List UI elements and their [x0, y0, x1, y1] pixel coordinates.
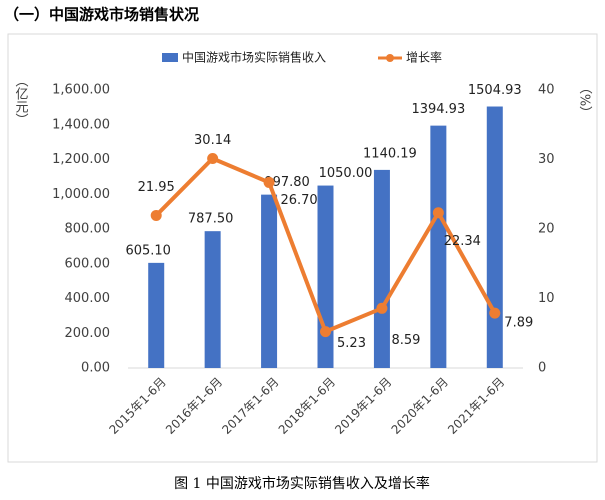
value-label: 1140.19: [363, 146, 417, 161]
y2-tick-label: 40: [538, 83, 555, 98]
value-label: 605.10: [125, 243, 171, 258]
x-tick-label: 2021年1-6月: [445, 375, 507, 437]
y-tick-label: 800.00: [65, 222, 111, 237]
line-point: [489, 307, 501, 319]
value-label: 787.50: [188, 212, 234, 227]
y2-tick-label: 0: [538, 361, 546, 376]
value-label: 1050.00: [319, 166, 373, 181]
value-label: 8.59: [391, 333, 420, 348]
y-tick-label: 400.00: [65, 291, 111, 306]
legend-swatch: [386, 54, 394, 62]
bar: [430, 125, 447, 368]
y-tick-label: 1,200.00: [52, 152, 110, 167]
y-tick-label: 1,000.00: [52, 187, 110, 202]
y-tick-label: 1,600.00: [52, 83, 110, 98]
line-point: [150, 209, 162, 221]
legend-swatch: [162, 53, 178, 62]
y-axis-label: （亿元）: [13, 74, 29, 126]
line-point: [376, 302, 388, 314]
value-label: 5.23: [337, 336, 366, 351]
x-tick-label: 2015年1-6月: [106, 375, 168, 437]
value-label: 7.89: [504, 316, 533, 331]
y-tick-label: 1,400.00: [52, 117, 110, 132]
value-label: 30.14: [194, 133, 231, 148]
x-tick-label: 2018年1-6月: [276, 375, 338, 437]
line-point: [432, 207, 444, 219]
bar: [317, 185, 334, 368]
y-tick-label: 200.00: [65, 326, 111, 341]
y-tick-label: 0.00: [81, 361, 110, 376]
line-point: [207, 153, 219, 165]
value-label: 997.80: [264, 175, 310, 190]
y2-axis-label: （%）: [577, 81, 593, 119]
bar: [148, 262, 165, 368]
bar: [261, 194, 278, 368]
legend-label: 中国游戏市场实际销售收入: [182, 50, 326, 65]
value-label: 1504.93: [468, 83, 522, 98]
bar: [486, 106, 503, 369]
bar: [373, 169, 390, 368]
y-tick-label: 600.00: [65, 256, 111, 271]
value-label: 26.70: [280, 193, 317, 208]
caption: 图 1 中国游戏市场实际销售收入及增长率: [174, 475, 430, 492]
value-label: 1394.93: [411, 102, 465, 117]
line-point: [320, 326, 331, 338]
legend-label: 增长率: [406, 50, 442, 65]
x-tick-label: 2017年1-6月: [219, 375, 281, 437]
x-tick-label: 2016年1-6月: [163, 375, 225, 437]
bar: [204, 231, 221, 368]
value-label: 21.95: [138, 180, 175, 195]
y2-tick-label: 20: [538, 222, 555, 237]
value-label: 22.34: [444, 234, 481, 249]
chart-frame: [7, 33, 598, 463]
y2-tick-label: 10: [538, 291, 555, 306]
y2-tick-label: 30: [538, 152, 555, 167]
x-tick-label: 2020年1-6月: [389, 375, 451, 437]
x-tick-label: 2019年1-6月: [332, 375, 394, 437]
heading: （一）中国游戏市场销售状况: [4, 6, 199, 24]
line-point: [263, 176, 275, 188]
